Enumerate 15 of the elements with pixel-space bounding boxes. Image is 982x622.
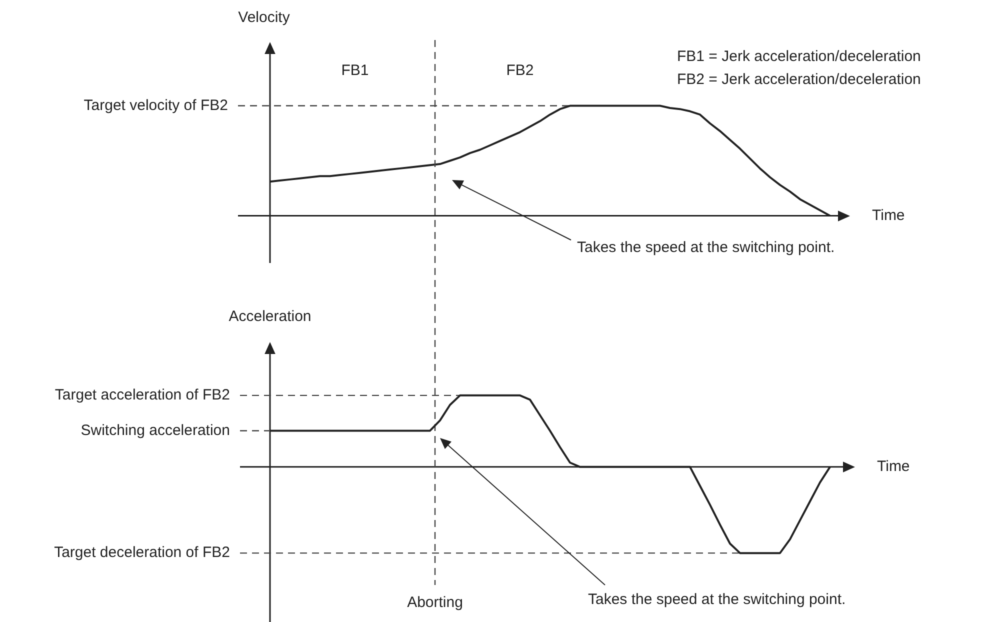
ref-line-label: Target velocity of FB2: [84, 96, 228, 114]
text: FB2 = Jerk acceleration/deceleration: [677, 71, 921, 88]
ref-line-label: Target acceleration of FB2: [54, 386, 230, 404]
text: FB2: [506, 62, 534, 80]
text: Takes the speed at the switching point.: [588, 591, 846, 608]
y-axis-title: Acceleration: [228, 308, 312, 326]
text: FB1 = Jerk acceleration/deceleration: [677, 48, 921, 66]
text: Aborting: [407, 594, 463, 612]
x-axis-title: Time: [877, 458, 910, 476]
ref-line-label: Switching acceleration: [80, 422, 230, 439]
x-axis-title: Time: [872, 206, 905, 224]
text: Takes the speed at the switching point.: [577, 239, 835, 256]
ref-line-label: Target deceleration of FB2: [54, 544, 230, 562]
text: FB1: [341, 62, 369, 80]
y-axis-title: Velocity: [238, 9, 290, 26]
